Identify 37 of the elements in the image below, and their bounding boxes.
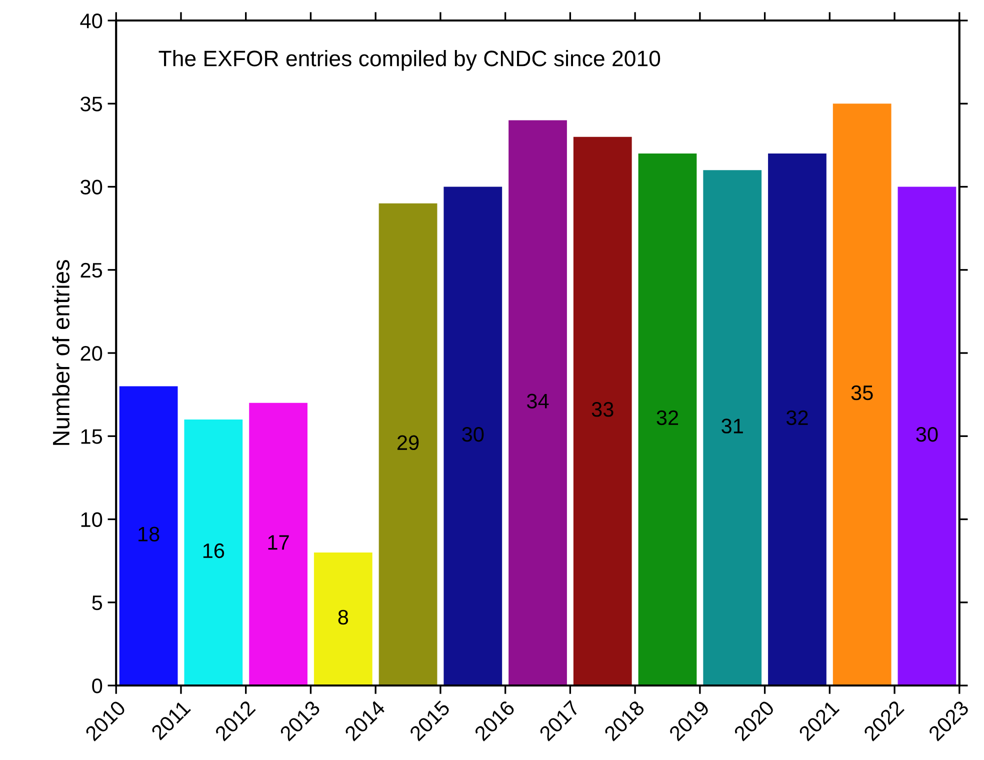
y-axis-title: Number of entries (52, 260, 70, 445)
y-tick-label: 15 (81, 429, 102, 444)
bar (508, 120, 567, 686)
bar (444, 186, 502, 686)
bar (119, 386, 178, 686)
y-tick-label: 40 (80, 14, 102, 28)
data-label: 18 (138, 526, 160, 542)
bar (184, 420, 243, 686)
y-tick-label: 20 (80, 346, 102, 361)
bar (573, 136, 632, 686)
data-label: 32 (786, 410, 808, 426)
bar (378, 203, 438, 686)
y-tick-label: 0 (92, 678, 102, 694)
data-label: 17 (268, 535, 289, 550)
text: The EXFOR entries compiled by CNDC since 2010 (158, 50, 660, 71)
data-label: 35 (851, 385, 873, 400)
bar (898, 186, 956, 686)
y-tick-label: 35 (80, 96, 102, 112)
data-label: 30 (462, 426, 484, 442)
data-label: 33 (592, 402, 614, 417)
bar (768, 154, 826, 686)
y-tick-label: 10 (81, 512, 102, 528)
y-tick-label: 25 (80, 262, 102, 278)
data-label: 32 (656, 410, 678, 426)
data-label: 34 (526, 394, 549, 408)
bar (314, 552, 372, 686)
y-tick-label: 30 (80, 180, 102, 195)
bar (703, 170, 762, 686)
y-tick-label: 5 (92, 596, 102, 610)
data-label: 31 (722, 418, 743, 434)
data-label: 16 (203, 543, 224, 558)
data-label: 29 (397, 435, 419, 450)
data-label: 30 (916, 426, 938, 442)
bar (249, 402, 308, 686)
data-label: 8 (338, 610, 348, 625)
bar (832, 104, 892, 686)
bar (638, 154, 697, 686)
